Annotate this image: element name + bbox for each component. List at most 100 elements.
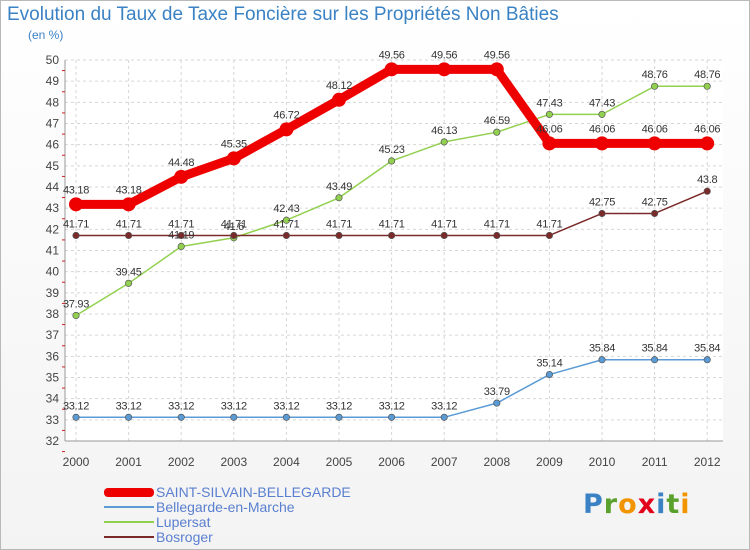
data-label: 39.45 (116, 266, 142, 278)
data-label: 46.06 (536, 123, 562, 135)
data-label: 33.12 (326, 400, 352, 412)
data-label: 41.71 (379, 218, 405, 230)
data-label: 46.06 (694, 123, 720, 135)
x-tick-label: 2004 (273, 455, 300, 469)
data-label: 43.49 (326, 181, 352, 193)
data-point (279, 122, 294, 137)
data-point (440, 413, 448, 421)
data-point (493, 399, 501, 407)
data-point (545, 110, 553, 118)
x-tick-label: 2009 (536, 455, 563, 469)
y-tick-label: 44 (46, 180, 60, 194)
data-point (230, 231, 238, 240)
data-label: 46.72 (273, 109, 299, 121)
y-tick-label: 32 (46, 434, 60, 448)
data-point (384, 62, 399, 77)
y-tick-label: 50 (46, 53, 60, 67)
series-2 (72, 82, 711, 320)
logo-letter: t (666, 489, 681, 520)
data-label: 49.56 (379, 49, 405, 61)
y-tick-label: 36 (46, 349, 60, 363)
data-point (69, 197, 83, 212)
y-tick-label: 47 (46, 117, 60, 131)
x-tick-label: 2010 (589, 455, 616, 469)
data-label: 49.56 (431, 49, 457, 61)
chart-title: Evolution du Taux de Taxe Foncière sur l… (7, 4, 559, 25)
y-tick-label: 42 (46, 222, 60, 236)
data-point (174, 169, 189, 184)
data-point (72, 311, 80, 320)
logo-letter: i (680, 489, 691, 520)
data-point (598, 356, 606, 364)
y-tick-label: 46 (46, 138, 60, 152)
x-tick-label: 2011 (642, 455, 668, 469)
data-point (125, 413, 133, 421)
data-label: 41.71 (431, 218, 457, 230)
data-point (598, 209, 606, 218)
logo-letter: o (618, 489, 638, 520)
data-point (72, 231, 80, 240)
y-tick-label: 38 (46, 307, 60, 321)
data-label: 35.84 (642, 343, 668, 355)
data-point (388, 231, 396, 240)
data-label: 35.84 (694, 343, 720, 355)
logo-letter: P (583, 489, 604, 520)
legend-label: Bellegarde-en-Marche (156, 499, 295, 515)
data-label: 41.71 (536, 218, 562, 230)
data-label: 44.48 (168, 157, 194, 169)
data-label: 37.93 (63, 298, 89, 310)
data-point (388, 157, 396, 165)
data-point (282, 216, 290, 224)
data-point (489, 62, 504, 77)
data-label: 47.43 (536, 97, 562, 109)
data-label: 33.12 (379, 400, 405, 412)
y-tick-label: 37 (46, 328, 60, 342)
logo-letter: i (656, 489, 667, 520)
data-point (177, 413, 185, 421)
data-point (332, 92, 346, 107)
data-point (282, 413, 290, 421)
data-label: 42.75 (589, 196, 615, 208)
data-label: 35.14 (536, 358, 562, 370)
data-label: 41.6 (224, 221, 244, 233)
data-point (230, 413, 238, 421)
data-point (545, 231, 553, 240)
data-point (440, 231, 448, 240)
y-tick-label: 39 (46, 286, 60, 300)
x-tick-label: 2002 (168, 455, 195, 469)
x-tick-label: 2006 (378, 455, 405, 469)
y-tick-label: 45 (46, 159, 60, 173)
series-3 (72, 187, 711, 240)
y-tick-label: 49 (46, 74, 60, 88)
data-label: 41.71 (168, 218, 194, 230)
data-point (700, 136, 715, 151)
y-tick-label: 48 (46, 95, 60, 109)
data-label: 35.84 (589, 343, 615, 355)
data-label: 43.18 (116, 184, 142, 196)
x-tick-label: 2003 (220, 455, 247, 469)
data-point (647, 136, 662, 151)
data-label: 33.12 (431, 400, 457, 412)
legend-label: Bosroger (156, 529, 213, 545)
data-point (651, 82, 659, 90)
data-point (125, 279, 133, 287)
x-tick-label: 2007 (431, 455, 458, 469)
legend-swatch (104, 536, 154, 538)
y-tick-label: 33 (46, 413, 60, 427)
data-label: 49.56 (484, 49, 510, 61)
legend-label: SAINT-SILVAIN-BELLEGARDE (156, 484, 351, 500)
data-label: 42.75 (642, 196, 668, 208)
x-tick-label: 2000 (63, 455, 90, 469)
data-point (703, 187, 711, 195)
data-point (121, 197, 136, 212)
data-point (703, 82, 711, 90)
logo-letter: r (603, 489, 619, 520)
data-point (226, 151, 241, 166)
logo-letter: x (637, 489, 657, 520)
data-point (595, 136, 609, 151)
data-label: 33.12 (63, 400, 89, 412)
data-label: 41.71 (326, 218, 352, 230)
data-point (335, 231, 343, 240)
data-label: 41.71 (221, 218, 247, 230)
data-label: 42.43 (273, 203, 299, 215)
